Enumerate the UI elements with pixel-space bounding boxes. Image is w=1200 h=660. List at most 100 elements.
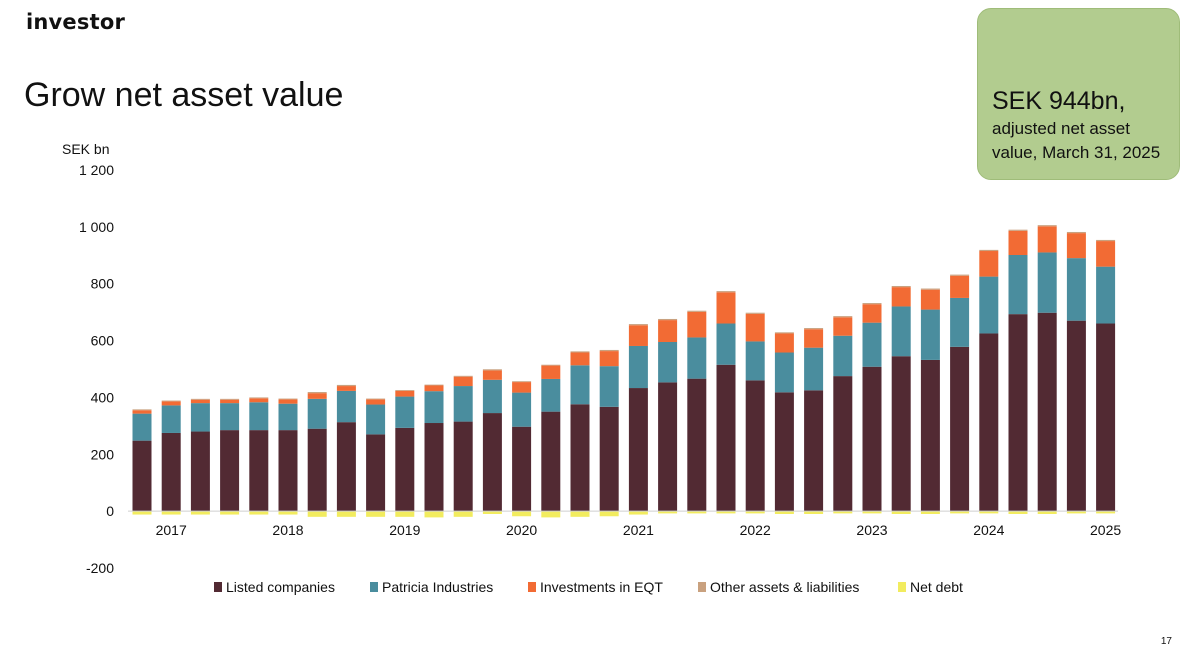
bar-segment-investments-in-eqt: [658, 320, 678, 342]
bar-segment-patricia-industries: [570, 365, 590, 405]
bar-segment-investments-in-eqt: [804, 329, 824, 348]
bar-group: [161, 400, 181, 515]
bar-segment-listed-companies: [366, 434, 386, 512]
bar-segment-listed-companies: [249, 430, 269, 512]
bar-segment-investments-in-eqt: [950, 275, 970, 298]
bar-segment-listed-companies: [599, 406, 619, 512]
bar-segment-listed-companies: [190, 431, 210, 512]
bar-segment-listed-companies: [891, 356, 911, 512]
bar-segment-patricia-industries: [1008, 255, 1028, 315]
bar-segment-other-assets-liabilities: [395, 390, 415, 391]
bar-group: [774, 332, 794, 514]
bar-group: [891, 285, 911, 514]
bar-group: [395, 390, 415, 517]
legend-swatch: [898, 582, 906, 592]
bar-segment-patricia-industries: [920, 309, 940, 360]
bar-segment-other-assets-liabilities: [249, 397, 269, 399]
bar-segment-investments-in-eqt: [1008, 230, 1028, 256]
bar-segment-listed-companies: [745, 380, 765, 512]
bar-segment-investments-in-eqt: [336, 386, 356, 391]
bar-segment-listed-companies: [453, 421, 473, 512]
bar-group: [512, 381, 532, 517]
legend-label: Patricia Industries: [382, 579, 493, 595]
bar-group: [541, 364, 561, 518]
bar-segment-other-assets-liabilities: [570, 351, 590, 353]
bar-segment-listed-companies: [220, 430, 240, 512]
bar-segment-investments-in-eqt: [132, 410, 152, 414]
bar-segment-investments-in-eqt: [220, 399, 240, 404]
y-tick-label: -200: [86, 560, 114, 576]
bar-segment-patricia-industries: [424, 391, 444, 424]
bar-segment-listed-companies: [336, 422, 356, 512]
bar-group: [1066, 231, 1086, 514]
bar-segment-other-assets-liabilities: [132, 409, 152, 411]
bar-segment-other-assets-liabilities: [979, 249, 999, 252]
bar-segment-net-debt: [132, 511, 152, 515]
bar-segment-net-debt: [190, 511, 210, 515]
bars: [128, 225, 1118, 518]
bar-group: [745, 312, 765, 514]
bar-segment-net-debt: [424, 511, 444, 518]
x-tick-label: 2018: [272, 522, 303, 538]
bar-segment-net-debt: [1096, 511, 1116, 514]
legend-swatch: [370, 582, 378, 592]
bar-segment-net-debt: [336, 511, 356, 517]
callout-subtext-line1: adjusted net asset: [992, 119, 1130, 138]
bar-segment-net-debt: [658, 511, 678, 514]
bar-segment-other-assets-liabilities: [804, 328, 824, 330]
x-tick-label: 2020: [506, 522, 537, 538]
bar-segment-investments-in-eqt: [599, 351, 619, 367]
bar-segment-listed-companies: [687, 378, 707, 512]
bar-segment-investments-in-eqt: [512, 382, 532, 393]
bar-segment-net-debt: [920, 511, 940, 514]
bar-segment-listed-companies: [1008, 314, 1028, 512]
investor-logo: investor: [26, 10, 126, 34]
y-tick-label: 800: [91, 276, 115, 292]
bar-segment-investments-in-eqt: [190, 399, 210, 404]
y-tick-label: 600: [91, 333, 115, 349]
bar-segment-patricia-industries: [278, 403, 298, 431]
bar-segment-investments-in-eqt: [482, 370, 502, 380]
bar-segment-listed-companies: [1096, 323, 1116, 512]
bar-segment-net-debt: [774, 511, 794, 514]
bar-segment-patricia-industries: [453, 386, 473, 422]
y-tick-label: 1 000: [79, 219, 114, 235]
bar-group: [366, 398, 386, 517]
bar-segment-investments-in-eqt: [541, 365, 561, 379]
bar-segment-listed-companies: [161, 432, 181, 512]
legend: Listed companies Patricia Industries Inves…: [214, 579, 963, 595]
bar-segment-investments-in-eqt: [570, 352, 590, 366]
bar-group: [920, 288, 940, 514]
bar-group: [249, 397, 269, 515]
bar-segment-net-debt: [745, 511, 765, 514]
y-tick-label: 200: [91, 446, 115, 462]
legend-swatch: [698, 582, 706, 592]
page-title: Grow net asset value: [24, 76, 344, 114]
bar-segment-investments-in-eqt: [395, 390, 415, 397]
bar-segment-investments-in-eqt: [833, 317, 853, 336]
bar-group: [453, 375, 473, 517]
legend-label: Investments in EQT: [540, 579, 663, 595]
bar-segment-investments-in-eqt: [628, 325, 648, 346]
bar-segment-patricia-industries: [190, 403, 210, 432]
bar-segment-other-assets-liabilities: [424, 384, 444, 386]
bar-group: [307, 392, 327, 517]
y-axis-ticks: -200 0 200 400 600 800 1 000 1 200: [79, 162, 114, 576]
bar-segment-listed-companies: [482, 413, 502, 512]
bar-segment-net-debt: [395, 511, 415, 517]
bar-segment-investments-in-eqt: [424, 385, 444, 392]
bar-segment-net-debt: [1066, 511, 1086, 514]
bar-segment-listed-companies: [541, 411, 561, 512]
bar-segment-other-assets-liabilities: [658, 318, 678, 321]
bar-group: [1096, 239, 1116, 514]
legend-item: Listed companies: [214, 579, 335, 595]
bar-segment-listed-companies: [132, 440, 152, 512]
legend-swatch: [214, 582, 222, 592]
bar-segment-patricia-industries: [774, 352, 794, 393]
bar-group: [220, 398, 240, 515]
y-tick-label: 400: [91, 389, 115, 405]
bar-segment-other-assets-liabilities: [161, 400, 181, 402]
bar-segment-net-debt: [453, 511, 473, 517]
bar-group: [716, 291, 736, 514]
